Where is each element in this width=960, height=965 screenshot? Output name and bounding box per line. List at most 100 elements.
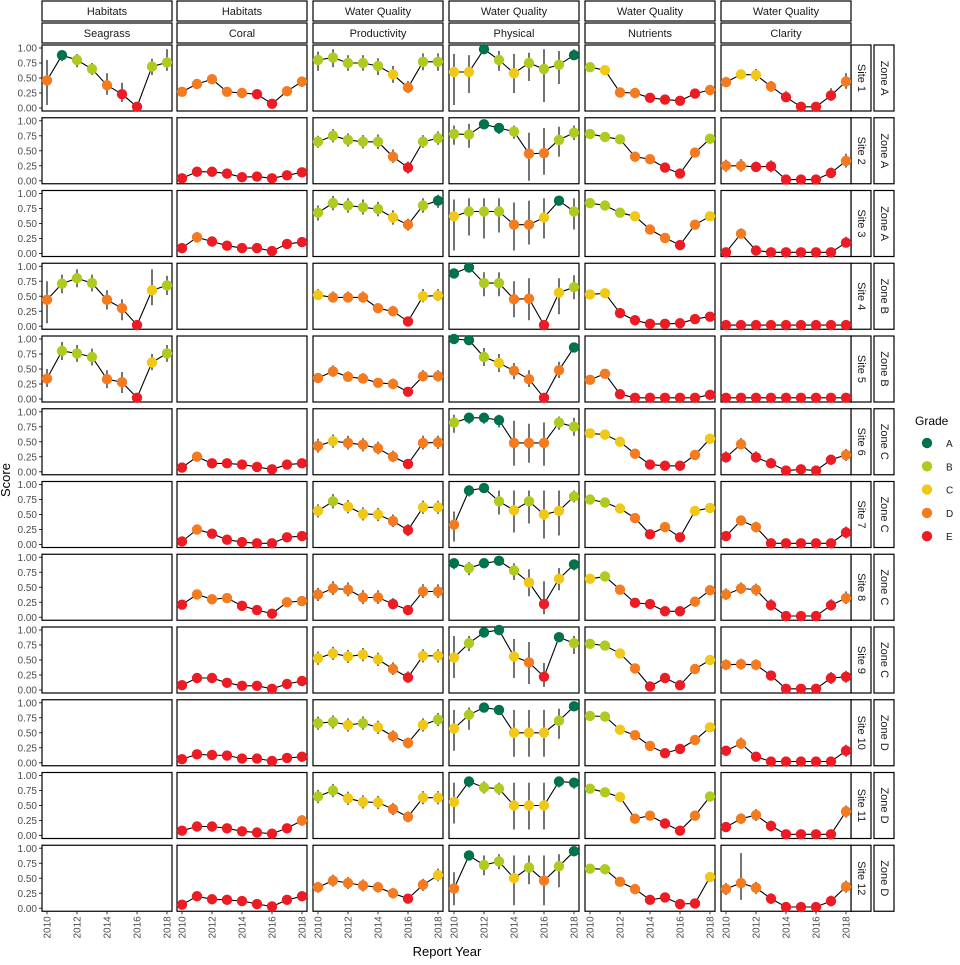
data-point [523,57,535,69]
facet-panel [312,262,444,330]
data-point [206,528,218,539]
y-tick-label: 0.75 [18,277,38,288]
data-point [599,787,611,798]
data-point [342,134,354,146]
data-point [387,663,399,675]
data-point [508,800,520,811]
data-point [674,318,686,329]
x-tick-label: 2012 [616,916,627,939]
x-tick-label: 2016 [540,916,551,939]
facet-panel [584,189,716,258]
x-tick-label: 2018 [298,916,309,939]
data-point [191,821,203,832]
data-point [810,319,822,331]
data-point [644,459,656,470]
facet-panel [41,262,173,331]
data-point [523,374,535,385]
facet-panel [448,844,580,912]
facet-panel [448,771,580,840]
y-tick-label: 0.75 [18,713,38,724]
y-tick-label: 0.00 [18,176,38,187]
data-point [674,460,686,471]
data-point [251,827,263,838]
strip-box-zone [873,626,895,694]
legend-swatch [921,531,933,542]
data-point [614,503,626,514]
strip-box-zone [873,844,895,912]
data-point [584,710,596,722]
data-point [840,745,852,756]
data-point [493,54,505,66]
data-point [599,711,611,722]
data-point [176,680,188,691]
strip-label-top: Water Quality [481,6,548,18]
data-point [568,127,580,138]
data-point [146,357,158,368]
facet-panel [312,117,444,185]
x-tick-label: 2014 [646,916,657,939]
data-point [614,134,626,145]
data-point [478,119,490,130]
data-point [312,440,324,452]
data-point [432,437,444,448]
facet-panel [584,480,716,549]
data-point [221,458,233,469]
x-tick-label: 2010 [450,916,461,939]
data-point [750,161,762,173]
data-point [644,810,656,821]
data-point [357,57,369,69]
data-point [750,882,762,894]
facet-panel [584,44,716,112]
y-tick-label: 0.75 [18,786,38,797]
x-tick-label: 2012 [480,916,491,939]
data-point [825,538,837,549]
data-point [312,882,324,893]
strip-label-bottom: Productivity [350,28,407,40]
data-point [191,451,203,462]
data-point [553,59,565,70]
data-point [493,206,505,217]
data-point [810,538,822,549]
data-point [508,365,520,376]
x-axis: 2010 2012 2014 2016 2018 [43,911,174,939]
facet-panel [176,771,308,840]
data-point [629,729,641,741]
facet-panel [448,189,580,258]
facet-panel [312,189,444,258]
data-point [342,877,354,889]
data-point [387,451,399,462]
x-tick-label: 2018 [842,916,853,939]
data-point [266,538,278,549]
data-point [432,56,444,67]
data-point [538,727,550,738]
data-point [825,672,837,684]
data-point [584,61,596,73]
data-point [599,200,611,211]
data-point [704,502,716,514]
data-point [236,242,248,254]
facet-panel [41,117,173,185]
data-point [176,825,188,836]
data-point [131,319,143,331]
data-point [478,482,490,494]
data-point [312,791,324,802]
data-point [312,207,324,218]
data-point [493,122,505,134]
panel-border [720,480,852,549]
data-point [795,319,807,331]
data-point [735,813,747,824]
strip-label-zone: Zone D [878,715,890,751]
data-point [795,392,807,403]
y-tick-label: 0.25 [18,452,38,463]
data-point [568,701,580,712]
data-point [402,316,414,327]
data-point [478,412,490,423]
data-point [735,738,747,749]
data-point [402,811,414,823]
data-point [704,722,716,733]
panel-border [720,335,852,403]
facet-panel [312,626,444,694]
column-strip: Habitats Coral [176,0,308,44]
facet-panel [584,771,716,840]
strip-box-zone [873,699,895,767]
